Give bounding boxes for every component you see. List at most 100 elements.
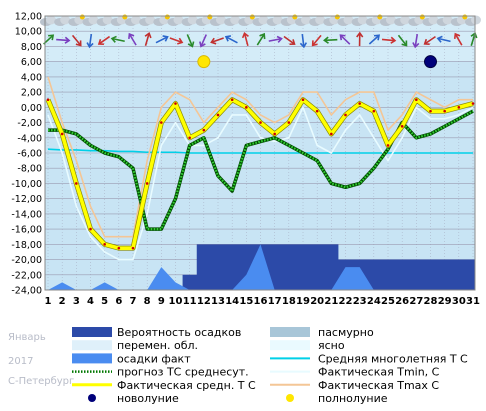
x-tick-label: 26	[395, 296, 409, 307]
mean-temp-point	[46, 98, 50, 102]
mean-temp-point	[471, 102, 475, 105]
y-axis: -24,00 -22,00 -20,00 -18,00 -16,00 -14,00 -12,…	[11, 12, 42, 297]
mean-temp-point	[400, 125, 404, 128]
mean-temp-point	[429, 109, 432, 113]
y-tick-label: -16,00	[11, 225, 42, 236]
x-tick-label: 2	[59, 296, 66, 307]
cloud-icon	[351, 15, 368, 26]
new-moon-marker	[424, 55, 437, 69]
legend-swatch	[72, 353, 112, 364]
wind-arrow-icon	[97, 35, 111, 45]
x-tick-label: 22	[339, 296, 353, 307]
wind-arrow-icon	[283, 35, 296, 45]
x-tick-label: 27	[409, 296, 423, 307]
y-tick-label: -20,00	[11, 255, 42, 266]
cloud-icon	[436, 15, 453, 26]
legend-swatch	[72, 327, 112, 337]
mean-temp-point	[117, 246, 121, 250]
cloud-icon	[96, 15, 113, 26]
x-tick-label: 6	[115, 296, 122, 307]
legend-label: новолуние	[117, 392, 179, 405]
x-tick-label: 1	[45, 296, 52, 307]
mean-temp-point	[188, 136, 191, 140]
legend-label: Вероятность осадков	[117, 326, 241, 339]
legend-label: Средняя многолетняя Т С	[318, 352, 468, 365]
x-tick-label: 30	[452, 296, 466, 307]
wind-arrow-icon	[299, 33, 308, 49]
cloud-icon	[309, 15, 326, 26]
watermark-year: 2017	[8, 356, 33, 367]
legend-label: перемен. обл.	[117, 339, 198, 352]
legend-label: пасмурно	[318, 326, 374, 339]
x-tick-label: 15	[239, 296, 253, 307]
x-tick-label: 13	[211, 296, 225, 307]
mean-temp-point	[245, 106, 248, 109]
mean-temp-point	[103, 243, 106, 246]
x-tick-label: 11	[183, 296, 197, 307]
mean-temp-point	[358, 102, 361, 105]
y-tick-label: -2,00	[17, 118, 42, 129]
wind-arrow-icon	[199, 34, 208, 48]
y-tick-label: -4,00	[17, 133, 42, 144]
x-tick-label: 17	[268, 296, 282, 307]
series-Фактическая Tmax C	[47, 76, 473, 238]
series-Средняя многолетняя Т С	[47, 148, 473, 154]
wind-arrow-icon	[241, 31, 249, 47]
x-tick-label: 4	[87, 296, 94, 307]
cloud-icon	[394, 15, 411, 26]
cloud-icon	[181, 15, 198, 26]
y-tick-label: -6,00	[17, 149, 42, 160]
series-Фактическая Tmin, C	[47, 106, 474, 261]
wind-arrow-row	[43, 31, 478, 49]
legend-swatch	[270, 327, 310, 337]
cloud-icon	[337, 15, 354, 26]
cloud-icon	[139, 15, 156, 26]
x-axis: 1 2 3 4 5 6 7 8 9 10 11 12 13 14 15 16 17 18 19 20 21 22 23 24 2…	[45, 296, 480, 307]
y-tick-label: 10,00	[15, 27, 42, 38]
x-tick-label: 3	[73, 296, 80, 307]
y-tick-label: -22,00	[11, 270, 42, 281]
wind-arrow-icon	[268, 35, 283, 43]
cloud-icon	[252, 15, 269, 26]
legend-label: Фактическая средн. Т С	[117, 379, 256, 392]
cloud-icon	[125, 15, 141, 26]
x-tick-label: 14	[225, 296, 239, 307]
watermark-month: Январь	[8, 332, 46, 343]
y-tick-label: -10,00	[11, 179, 42, 190]
y-tick-label: 12,00	[15, 12, 42, 23]
cloud-icon	[295, 15, 311, 26]
x-tick-label: 19	[296, 296, 310, 307]
precip-actual-area	[45, 244, 475, 290]
wind-arrow-icon	[436, 35, 451, 43]
legend-label: осадки факт	[117, 352, 191, 365]
wind-arrow-icon	[339, 34, 351, 45]
mean-temp-point	[457, 106, 461, 109]
cloud-icon	[68, 14, 85, 26]
x-tick-label: 9	[158, 296, 165, 307]
mean-temp-point	[415, 98, 418, 102]
x-tick-label: 10	[169, 296, 183, 307]
x-tick-label: 21	[324, 296, 338, 307]
mean-temp-point	[443, 109, 446, 113]
legend-swatch	[286, 394, 294, 402]
cloud-icon	[422, 15, 439, 26]
wind-arrow-icon	[86, 33, 94, 49]
cloud-icon	[40, 15, 56, 26]
mean-temp-point	[202, 128, 206, 132]
mean-temp-point	[89, 227, 92, 231]
y-tick-label: 6,00	[21, 57, 42, 68]
x-tick-label: 23	[353, 296, 367, 307]
y-tick-label: -18,00	[11, 240, 42, 251]
legend-label: прогноз ТС среднесут.	[117, 366, 249, 379]
cloud-icon	[167, 15, 184, 26]
wind-arrow-icon	[256, 32, 266, 46]
mean-temp-point	[75, 182, 78, 185]
legend-label: полнолуние	[318, 392, 388, 405]
weather-icon-row	[40, 14, 481, 26]
mean-temp-point	[174, 102, 177, 105]
wind-arrow-icon	[110, 35, 125, 43]
precipitation-area	[45, 244, 475, 290]
wind-arrow-icon	[311, 34, 322, 47]
wind-arrow-icon	[155, 35, 169, 44]
